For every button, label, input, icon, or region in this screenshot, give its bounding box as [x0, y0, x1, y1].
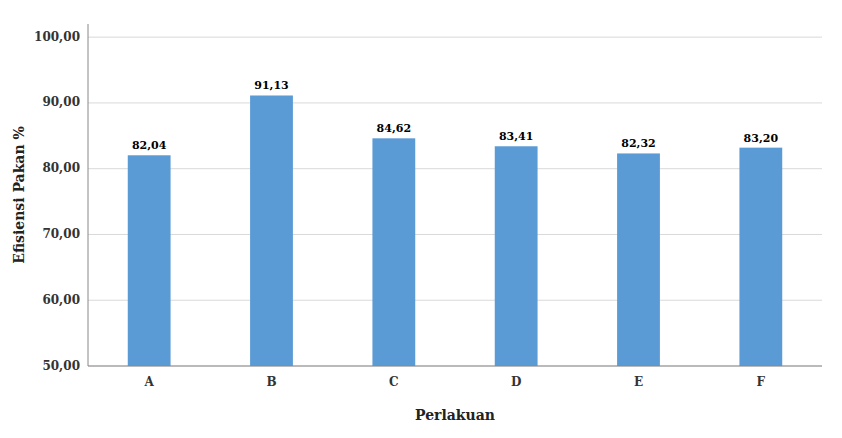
grid-line	[88, 234, 822, 235]
grid-line	[88, 168, 822, 169]
chart-container: 50,00 60,00 70,00 80,00 90,00 100,00 82,04 91,1…	[0, 0, 842, 438]
y-tick-label: 90,00	[42, 95, 80, 109]
chart: 50,00 60,00 70,00 80,00 90,00 100,00 82,04 91,1…	[0, 0, 842, 438]
x-tick-label: B	[266, 375, 276, 389]
y-tick-label: 100,00	[34, 30, 80, 44]
grid-line	[88, 102, 822, 103]
bar	[739, 148, 782, 366]
bar	[128, 155, 171, 366]
bar	[250, 95, 293, 366]
y-axis-title: Efisiensi Pakan %	[11, 126, 27, 264]
bars	[128, 95, 782, 366]
x-axis-line	[88, 366, 822, 367]
y-tick-label: 70,00	[42, 227, 80, 241]
grid-line	[88, 37, 822, 38]
grid-line	[88, 300, 822, 301]
y-tick-label: 50,00	[42, 359, 80, 373]
data-label: 91,13	[254, 79, 288, 92]
x-tick-label: F	[757, 375, 766, 389]
x-axis-title: Perlakuan	[415, 407, 495, 423]
y-axis-line	[88, 24, 89, 366]
bar	[617, 153, 660, 366]
grid-line	[88, 366, 822, 367]
data-label: 83,20	[744, 132, 779, 145]
data-label: 84,62	[377, 122, 411, 135]
bar	[372, 138, 415, 366]
data-label: 83,41	[499, 130, 533, 143]
x-tick-label: A	[144, 375, 155, 389]
bar	[495, 146, 538, 366]
grid	[88, 37, 822, 366]
x-tick-label: E	[634, 375, 643, 389]
x-tick-label: C	[389, 375, 399, 389]
x-tick-label: D	[511, 375, 521, 389]
y-tick-label: 60,00	[42, 293, 80, 307]
data-label: 82,32	[621, 137, 655, 150]
data-label: 82,04	[132, 139, 167, 152]
y-tick-label: 80,00	[42, 161, 80, 175]
